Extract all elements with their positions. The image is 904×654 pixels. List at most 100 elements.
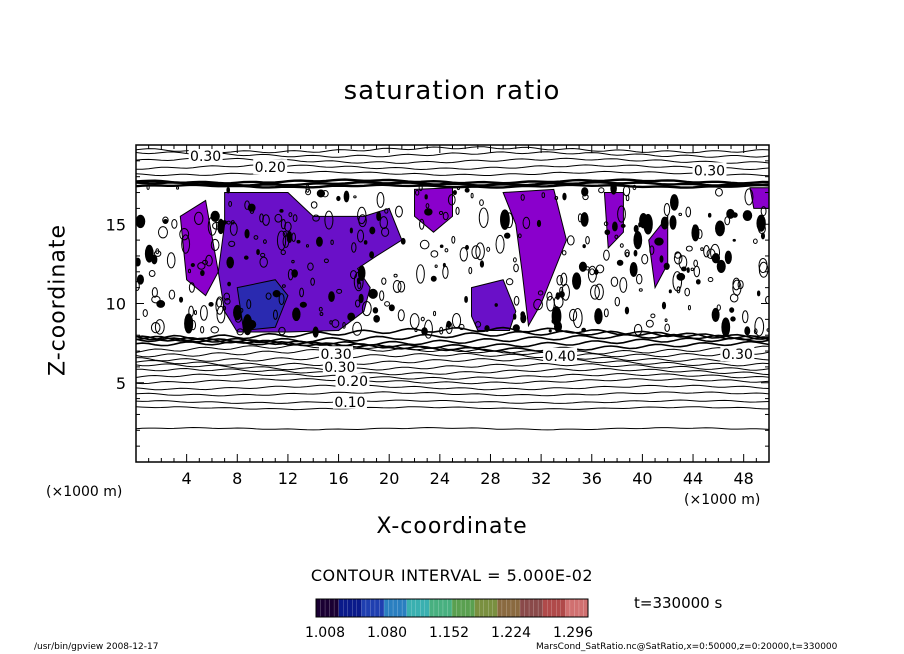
- contour-speck: [582, 244, 586, 249]
- colorbar-cell: [361, 599, 367, 617]
- contour-label-bg: [322, 358, 357, 374]
- contour-speck: [188, 282, 195, 293]
- colorbar-cell: [497, 599, 503, 617]
- contour-speck: [619, 243, 624, 248]
- contour-speck: [272, 309, 278, 320]
- colorbar-cell: [438, 599, 444, 617]
- contour-speck: [296, 239, 301, 244]
- contour-speck: [650, 313, 656, 319]
- colorbar-cell: [393, 599, 398, 617]
- contour-speck: [331, 319, 340, 328]
- colorbar-cell: [402, 599, 407, 617]
- colorbar-cell: [347, 599, 353, 617]
- contour-speck: [316, 189, 326, 198]
- contour-speck: [685, 245, 693, 252]
- contour-speck: [643, 213, 653, 235]
- contour-speck: [347, 312, 356, 321]
- contour-speck: [633, 323, 643, 336]
- contour-speck: [614, 296, 621, 307]
- contour-speck: [668, 289, 672, 294]
- contour-speck: [384, 208, 389, 214]
- colorbar-cell: [429, 599, 435, 617]
- contour-speck: [584, 266, 590, 271]
- contour-speck: [328, 291, 335, 302]
- contour-label-6: 0.10: [334, 395, 365, 411]
- contour-speck: [357, 265, 366, 281]
- contour-speck: [136, 274, 144, 285]
- contour-speck: [409, 313, 420, 329]
- contour-speck: [142, 309, 148, 318]
- contour-speck: [556, 274, 564, 286]
- contour-speck: [156, 300, 166, 308]
- colorbar-cell: [524, 599, 530, 617]
- contour-label-8: 0.30: [722, 347, 753, 363]
- contour-speck: [744, 188, 754, 206]
- colorbar-cell: [574, 599, 580, 617]
- contour-speck: [136, 214, 146, 229]
- contour-speck: [744, 326, 751, 336]
- colorbar-cell: [379, 599, 385, 617]
- contour-line-lower: [136, 326, 769, 341]
- colorbar-cell: [420, 599, 426, 617]
- colorbar-cell: [542, 599, 548, 617]
- contour-speck: [216, 298, 223, 308]
- contour-speck: [221, 220, 228, 225]
- colorbar-cell: [338, 599, 344, 617]
- contour-speck: [368, 288, 378, 299]
- contour-line-lower: [136, 384, 769, 391]
- contour-speck: [685, 206, 692, 218]
- contour-speck: [638, 288, 643, 292]
- contour-speck: [197, 262, 206, 270]
- contour-speck: [659, 255, 664, 263]
- contour-speck: [193, 309, 198, 316]
- contour-speck: [342, 321, 346, 329]
- contour-speck: [732, 238, 736, 242]
- contour-speck: [280, 249, 286, 256]
- contour-speck: [660, 216, 669, 230]
- contour-speck: [278, 293, 285, 306]
- contour-speck: [458, 323, 465, 330]
- contour-speck: [612, 221, 618, 232]
- contour-speck: [505, 212, 514, 229]
- contour-line-upper: [136, 151, 769, 158]
- contour-speck: [276, 230, 287, 251]
- colorbar-cell: [433, 599, 439, 617]
- contour-speck: [690, 267, 695, 272]
- contour-speck: [661, 301, 667, 310]
- contour-speck: [210, 238, 220, 252]
- contour-speck: [726, 208, 735, 219]
- contour-label-bg: [335, 373, 370, 389]
- contour-speck: [444, 248, 449, 253]
- contour-speck: [181, 234, 191, 254]
- contour-speck: [505, 278, 514, 286]
- contour-speck: [624, 249, 630, 258]
- contour-speck: [353, 195, 357, 199]
- colorbar-cell: [316, 599, 321, 617]
- contour-speck: [442, 265, 449, 279]
- contour-speck: [572, 272, 582, 290]
- contour-speck: [187, 268, 192, 274]
- contour-speck: [310, 277, 315, 286]
- x-tick-label-28: 28: [480, 469, 500, 488]
- contour-speck: [358, 293, 364, 304]
- contour-speck: [730, 316, 736, 322]
- contour-speck: [654, 237, 664, 246]
- contour-speck: [136, 257, 141, 267]
- contour-speck: [397, 280, 406, 293]
- colorbar-cell: [325, 599, 330, 617]
- fill-region-4: [470, 279, 517, 331]
- x-tick-label-8: 8: [232, 469, 242, 488]
- contour-speck: [151, 287, 158, 298]
- contour-speck: [464, 295, 468, 303]
- colorbar-cell: [461, 599, 466, 617]
- contour-speck: [756, 290, 761, 297]
- colorbar-tick-label-4: 1.296: [553, 625, 593, 641]
- contour-speck: [554, 195, 559, 201]
- contour-line-upper: [136, 164, 769, 171]
- contour-speck: [215, 296, 224, 315]
- contour-line-lower: [136, 378, 769, 385]
- contour-speck: [247, 319, 257, 330]
- contour-speck: [193, 211, 204, 226]
- contour-speck: [625, 251, 630, 257]
- contour-speck: [585, 235, 590, 245]
